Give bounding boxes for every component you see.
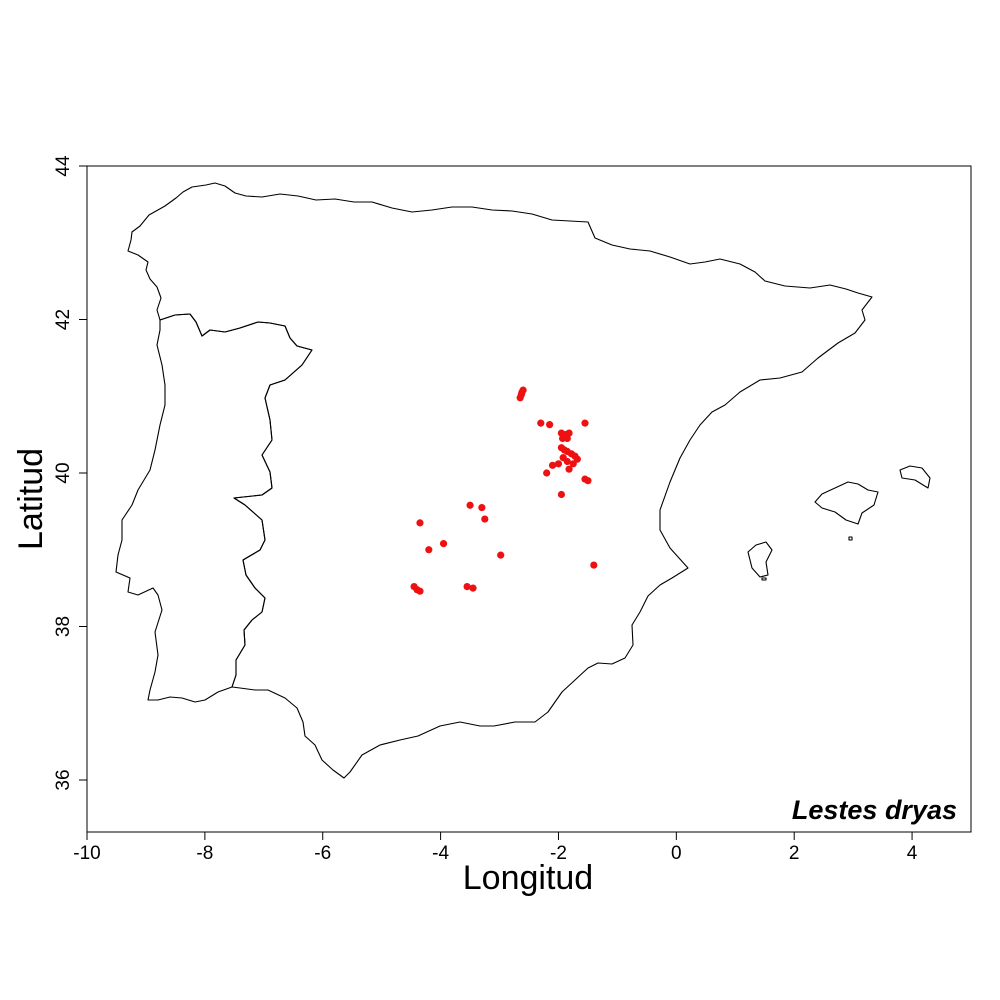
y-tick-label: 40 xyxy=(53,462,74,483)
occurrence-point xyxy=(569,460,577,468)
y-axis-title: Latitud xyxy=(12,448,50,550)
occurrence-point xyxy=(563,457,571,466)
y-ticks: 36 38 40 42 44 xyxy=(53,155,87,791)
occurrence-point xyxy=(573,455,581,463)
x-tick-label: -8 xyxy=(196,843,213,864)
y-tick-label: 36 xyxy=(53,769,74,790)
occurrence-point xyxy=(416,587,424,595)
occurrence-point xyxy=(546,421,554,429)
x-tick-label: -10 xyxy=(73,843,100,864)
occurrence-point xyxy=(481,515,489,523)
occurrence-point xyxy=(581,419,589,427)
occurrence-point xyxy=(557,490,566,499)
ibiza-island xyxy=(747,541,773,578)
y-tick-label: 42 xyxy=(53,309,74,330)
x-axis: -10 -8 -6 -4 -2 0 2 4 Longitud xyxy=(73,831,918,897)
menorca-island xyxy=(899,465,931,489)
occurrence-point xyxy=(565,465,573,473)
x-tick-label: -4 xyxy=(432,843,449,864)
occurrence-point xyxy=(469,584,477,592)
occurrence-point xyxy=(478,503,486,512)
portugal-border xyxy=(115,313,313,703)
occurrence-point xyxy=(563,434,571,443)
occurrence-point xyxy=(584,477,592,485)
occurrence-point xyxy=(466,501,474,509)
occurrence-point xyxy=(554,460,563,468)
occurrence-point xyxy=(548,461,557,469)
x-tick-label: -2 xyxy=(550,843,567,864)
species-name-label: Lestes dryas xyxy=(792,795,957,825)
x-ticks: -10 -8 -6 -4 -2 0 2 4 xyxy=(73,832,918,864)
balearic-islands xyxy=(747,465,931,581)
occurrence-point xyxy=(416,519,424,527)
occurrence-point xyxy=(590,561,598,569)
formentera-island xyxy=(761,577,767,581)
x-tick-label: 4 xyxy=(907,843,918,864)
x-tick-label: 0 xyxy=(671,843,682,864)
occurrence-point xyxy=(463,582,471,591)
occurrence-point xyxy=(517,391,525,399)
mallorca-island xyxy=(814,481,879,525)
y-axis: 36 38 40 42 44 Latitud xyxy=(12,155,88,791)
x-axis-title: Longitud xyxy=(463,859,593,897)
cabrera-island xyxy=(848,536,853,541)
y-tick-label: 44 xyxy=(53,155,74,177)
plot-frame xyxy=(86,165,972,833)
occurrence-point xyxy=(439,540,448,548)
occurrence-points xyxy=(410,386,598,595)
x-tick-label: -6 xyxy=(314,843,331,864)
x-tick-label: 2 xyxy=(789,843,800,864)
mainland-coastline xyxy=(127,182,873,779)
occurrence-point xyxy=(543,469,551,477)
occurrence-point xyxy=(537,419,545,427)
occurrence-point xyxy=(497,551,505,559)
y-tick-label: 38 xyxy=(53,616,74,637)
occurrence-point xyxy=(425,546,433,554)
